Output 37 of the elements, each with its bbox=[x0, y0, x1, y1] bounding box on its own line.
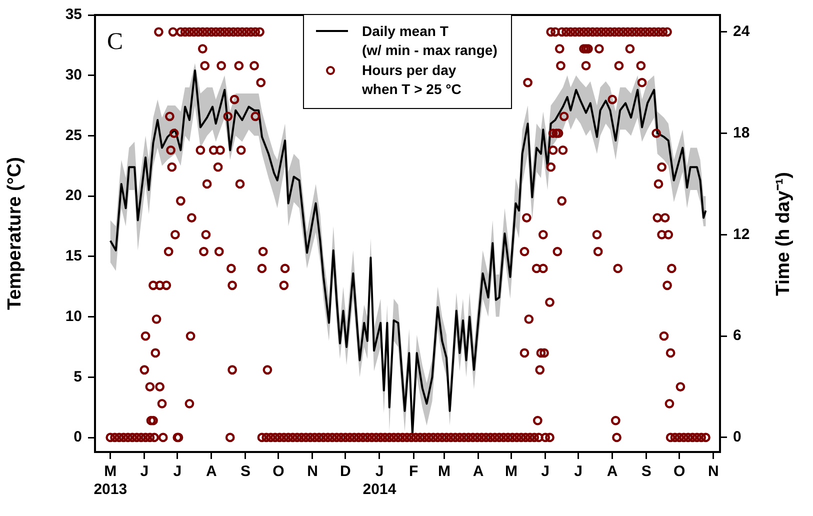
annotation: C bbox=[107, 29, 124, 56]
legend-label: Daily mean T (w/ min - max range) bbox=[362, 22, 498, 60]
y2-tick-label: 18 bbox=[733, 124, 750, 142]
y2-tick-label: 6 bbox=[733, 327, 742, 344]
x-tick-label: J 2014 bbox=[362, 463, 397, 498]
y-tick-label: 5 bbox=[74, 368, 82, 386]
y-tick-label: 35 bbox=[65, 6, 82, 24]
x-tick-label: O bbox=[674, 463, 686, 480]
x-tick-label: J bbox=[140, 463, 149, 480]
y-tick-label: 25 bbox=[65, 126, 82, 144]
x-tick-label: D bbox=[340, 463, 352, 480]
legend-label: Hours per day when T > 25 °C bbox=[362, 61, 462, 99]
y-axis-title: Temperature (°C) bbox=[4, 157, 26, 310]
y-tick-label: 30 bbox=[65, 66, 82, 84]
y2-tick-label: 24 bbox=[733, 23, 750, 40]
y-tick-label: 15 bbox=[65, 248, 82, 265]
x-tick-label: J bbox=[173, 463, 182, 480]
x-tick-label: O bbox=[272, 463, 285, 480]
x-tick-label: M bbox=[438, 463, 451, 480]
y-tick-label: 20 bbox=[65, 187, 82, 204]
x-tick-label: A bbox=[472, 463, 484, 480]
y-tick-label: 0 bbox=[74, 428, 82, 446]
y-tick-label: 10 bbox=[65, 308, 82, 325]
x-tick-label: J bbox=[574, 463, 582, 480]
x-tick-label: A bbox=[606, 463, 618, 480]
y2-tick-label: 0 bbox=[733, 428, 742, 446]
x-tick-label: F bbox=[408, 463, 418, 480]
x-tick-label: J bbox=[541, 463, 550, 480]
x-tick-label: A bbox=[206, 463, 218, 480]
y2-tick-label: 12 bbox=[733, 226, 750, 243]
x-tick-label: N bbox=[708, 463, 719, 480]
x-tick-label: S bbox=[641, 463, 652, 480]
y2-axis-title: Time (h day⁻¹) bbox=[772, 172, 795, 296]
x-tick-label: M 2013 bbox=[94, 463, 128, 498]
x-tick-label: M bbox=[505, 463, 518, 480]
x-tick-label: S bbox=[240, 463, 250, 480]
x-tick-label: N bbox=[307, 463, 318, 480]
